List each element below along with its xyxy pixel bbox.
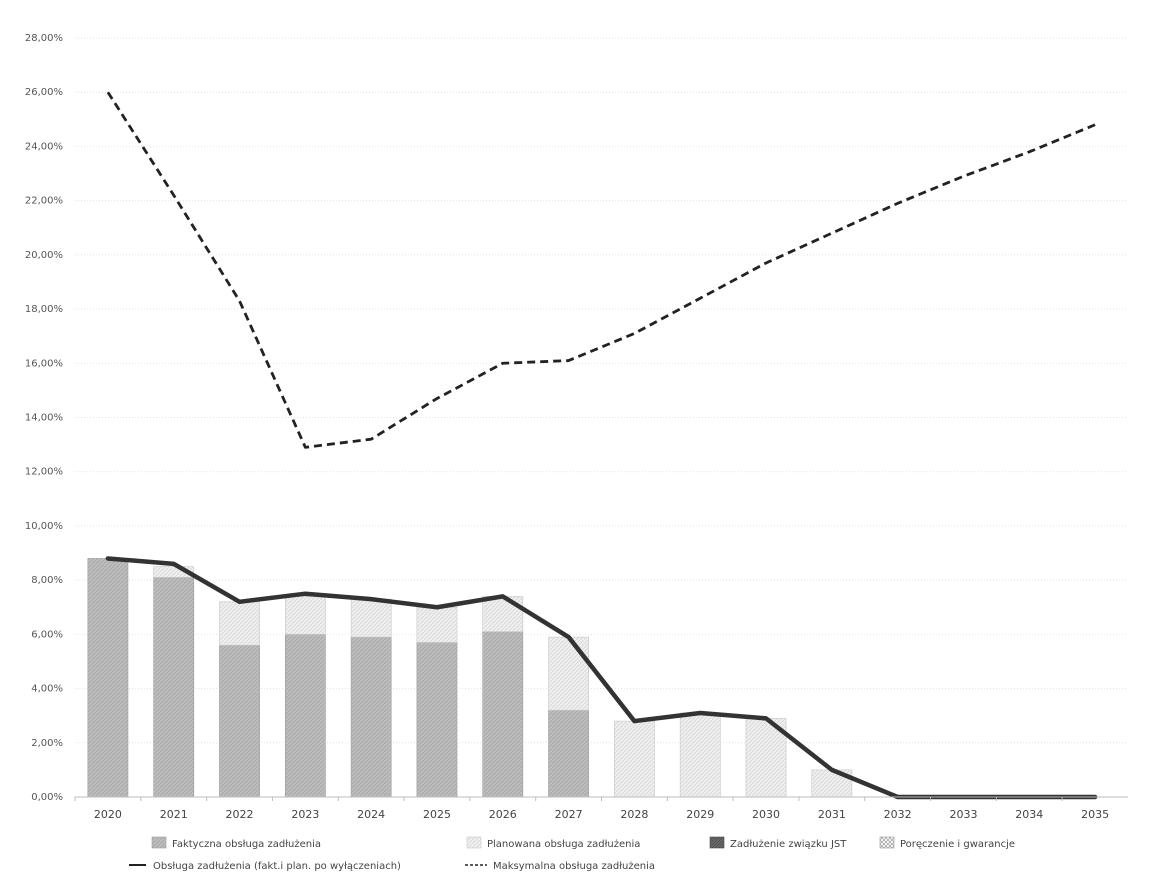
bar-actual bbox=[482, 631, 524, 798]
bar-actual bbox=[87, 558, 129, 798]
y-axis: 0,00% 2,00% 4,00% 6,00% 8,00% 10,00% 12,00% 14,… bbox=[25, 33, 63, 803]
x-tick-label: 2029 bbox=[686, 808, 714, 821]
line-max-debt-service bbox=[106, 91, 1096, 449]
x-tick-label: 2023 bbox=[291, 808, 319, 821]
x-tick-label: 2033 bbox=[949, 808, 977, 821]
y-tick-label: 6,00% bbox=[31, 629, 63, 640]
bar-planned bbox=[482, 596, 524, 632]
bar-planned bbox=[416, 606, 458, 643]
legend-swatch bbox=[879, 836, 895, 849]
legend-swatch bbox=[151, 836, 167, 849]
bar-planned bbox=[679, 712, 721, 798]
y-tick-label: 26,00% bbox=[25, 87, 63, 98]
y-tick-label: 10,00% bbox=[25, 521, 63, 532]
bar-actual bbox=[350, 636, 392, 798]
x-tick-label: 2034 bbox=[1015, 808, 1043, 821]
x-tick-label: 2031 bbox=[818, 808, 846, 821]
bar-actual bbox=[219, 644, 260, 798]
y-tick-label: 8,00% bbox=[31, 575, 63, 586]
y-tick-label: 28,00% bbox=[25, 33, 63, 44]
bar-actual bbox=[548, 709, 589, 798]
bar-actual bbox=[416, 642, 458, 798]
bar-planned bbox=[219, 601, 260, 646]
bar-actual bbox=[284, 634, 326, 798]
x-tick-label: 2021 bbox=[160, 808, 188, 821]
legend-label: Faktyczna obsługa zadłużenia bbox=[172, 839, 321, 850]
x-tick-label: 2020 bbox=[94, 808, 122, 821]
bar-planned bbox=[350, 598, 392, 638]
legend-label: Planowana obsługa zadłużenia bbox=[487, 839, 640, 850]
x-tick-label: 2025 bbox=[423, 808, 451, 821]
bars-layer bbox=[87, 558, 853, 798]
x-axis: 2020 2021 2022 2023 2024 2025 2026 2027 2028 2029… bbox=[74, 796, 1128, 821]
y-tick-label: 14,00% bbox=[25, 413, 63, 424]
y-tick-label: 2,00% bbox=[31, 738, 63, 749]
bar-planned bbox=[284, 596, 326, 635]
legend-label: Poręczenie i gwarancje bbox=[900, 839, 1015, 850]
legend-swatch bbox=[709, 836, 725, 849]
y-tick-label: 16,00% bbox=[25, 358, 63, 369]
y-tick-label: 0,00% bbox=[31, 792, 63, 803]
y-tick-label: 18,00% bbox=[25, 304, 63, 315]
bar-planned bbox=[548, 636, 589, 711]
legend-swatch bbox=[466, 836, 482, 849]
y-tick-label: 22,00% bbox=[25, 196, 63, 207]
y-tick-label: 20,00% bbox=[25, 250, 63, 261]
x-tick-label: 2027 bbox=[555, 808, 583, 821]
legend-label: Obsługa zadłużenia (fakt.i plan. po wyłą… bbox=[153, 861, 401, 872]
x-tick-label: 2032 bbox=[884, 808, 912, 821]
legend: Faktyczna obsługa zadłużenia Planowana ob… bbox=[129, 836, 1015, 872]
x-tick-label: 2026 bbox=[489, 808, 517, 821]
x-tick-label: 2022 bbox=[226, 808, 254, 821]
x-tick-label: 2030 bbox=[752, 808, 780, 821]
legend-label: Maksymalna obsługa zadłużenia bbox=[493, 861, 655, 872]
x-tick-label: 2035 bbox=[1081, 808, 1109, 821]
bar-planned bbox=[614, 720, 655, 798]
y-tick-label: 4,00% bbox=[31, 684, 63, 695]
x-tick-label: 2028 bbox=[620, 808, 648, 821]
bar-actual bbox=[153, 577, 195, 798]
bar-planned bbox=[153, 566, 195, 578]
x-tick-label: 2024 bbox=[357, 808, 385, 821]
legend-label: Zadłużenie związku JST bbox=[730, 839, 847, 850]
y-tick-label: 24,00% bbox=[25, 141, 63, 152]
y-tick-label: 12,00% bbox=[25, 467, 63, 478]
